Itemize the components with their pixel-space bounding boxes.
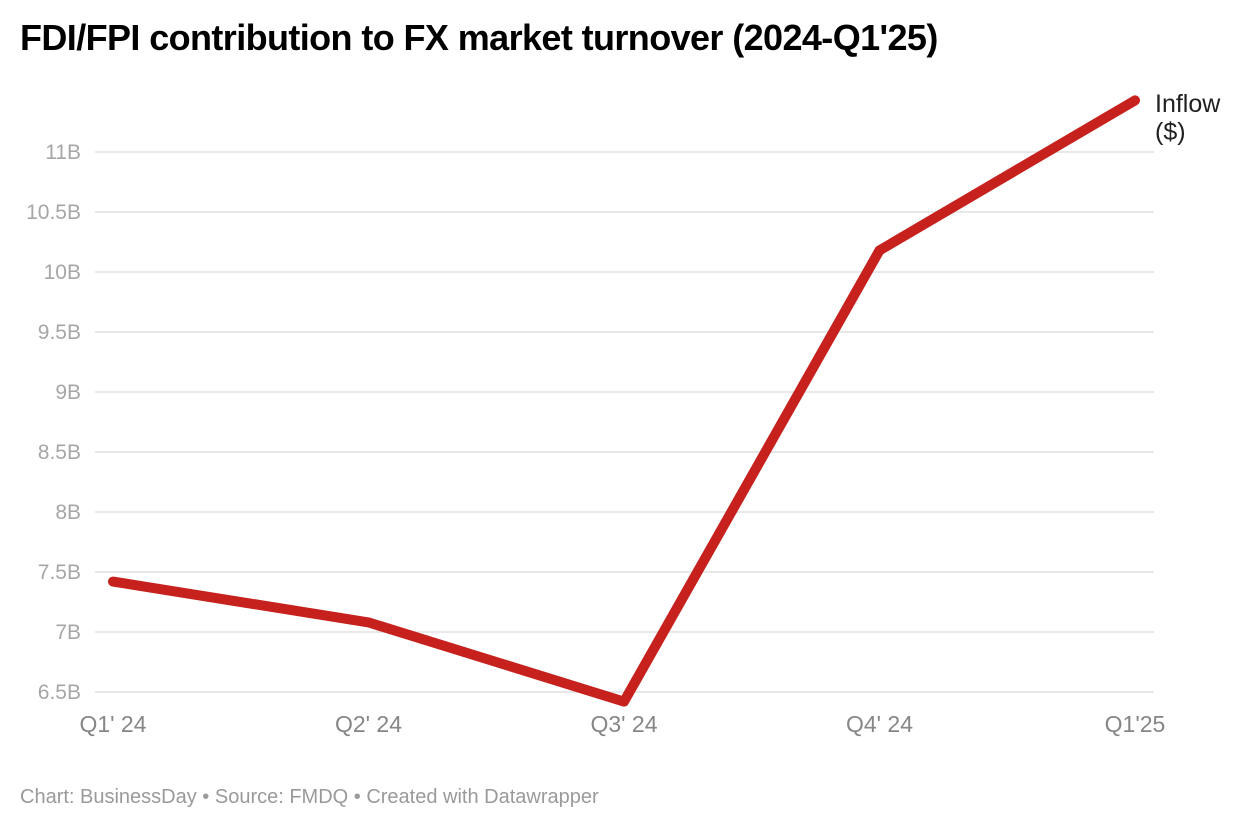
y-axis-tick-label: 6.5B	[38, 681, 81, 704]
series-label-inflow: ($)	[1155, 118, 1186, 146]
x-axis-tick-label: Q1' 24	[79, 711, 146, 737]
y-axis-tick-label: 9B	[55, 381, 81, 404]
x-axis-tick-label: Q3' 24	[590, 711, 657, 737]
y-axis-tick-label: 7.5B	[38, 561, 81, 584]
chart-title: FDI/FPI contribution to FX market turnov…	[20, 17, 938, 58]
y-axis-tick-label: 10.5B	[26, 201, 81, 224]
inflow-data-line	[108, 95, 1140, 707]
x-axis-tick-label: Q1'25	[1105, 711, 1166, 737]
x-axis-tick-label: Q4' 24	[846, 711, 913, 737]
chart-credit: Chart: BusinessDay • Source: FMDQ • Crea…	[20, 786, 599, 808]
x-axis-tick-label: Q2' 24	[335, 711, 402, 737]
y-axis-tick-label: 9.5B	[38, 321, 81, 344]
y-axis-tick-label: 8.5B	[38, 441, 81, 464]
series-label-inflow: Inflow	[1155, 90, 1221, 118]
y-axis-tick-label: 10B	[44, 261, 81, 284]
y-axis-tick-label: 11B	[45, 141, 81, 164]
y-axis-tick-label: 8B	[55, 501, 81, 524]
y-axis-tick-label: 7B	[55, 621, 81, 644]
